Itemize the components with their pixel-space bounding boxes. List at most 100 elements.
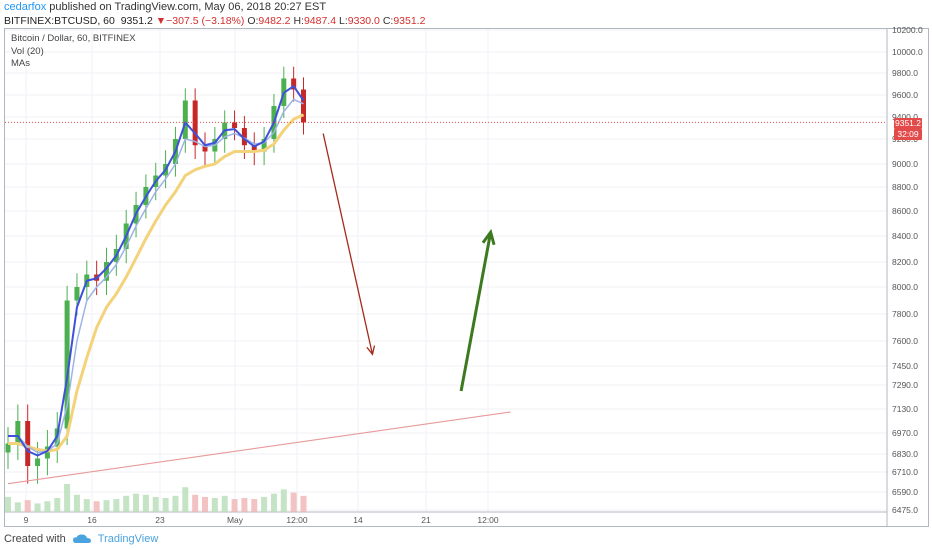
- legend-title: Bitcoin / Dollar, 60, BITFINEX: [11, 33, 136, 44]
- volume-bar: [142, 494, 149, 512]
- countdown-tag: 32:09: [894, 129, 922, 140]
- volume-bar: [221, 495, 228, 512]
- publish-info: published on TradingView.com, May 06, 20…: [46, 1, 327, 13]
- symbol-label: BITFINEX:BTCUSD, 60: [4, 15, 115, 27]
- arrow-down-head: [366, 345, 376, 356]
- high-label: H:: [293, 15, 304, 27]
- volume-bar: [123, 495, 130, 512]
- x-tick-label: 21: [421, 515, 431, 525]
- candle-body: [74, 287, 80, 301]
- volume-bar: [34, 503, 41, 512]
- volume-bar: [5, 496, 11, 512]
- y-tick-label: 6710.0: [892, 467, 918, 477]
- y-tick-label: 8000.0: [892, 282, 918, 292]
- y-tick-label: 8800.0: [892, 182, 918, 192]
- volume-bar: [44, 501, 51, 512]
- volume-bar: [24, 500, 31, 512]
- volume-bar: [202, 496, 208, 512]
- ohlc-header: BITFINEX:BTCUSD, 60 9351.2 ▼−307.5 (−3.1…: [4, 15, 425, 28]
- volume-bar: [182, 487, 189, 512]
- volume-bar: [152, 496, 159, 512]
- y-tick-label: 7450.0: [892, 361, 918, 371]
- y-tick-label: 9000.0: [892, 159, 918, 169]
- publish-header: cedarfox published on TradingView.com, M…: [4, 1, 326, 15]
- author-link[interactable]: cedarfox: [4, 1, 47, 13]
- candle-body: [64, 300, 70, 429]
- y-tick-label: 8400.0: [892, 231, 918, 241]
- chart-frame[interactable]: [4, 28, 929, 527]
- cloud-icon: [72, 534, 91, 543]
- volume-bar: [73, 494, 80, 512]
- candle-body: [5, 443, 11, 453]
- low-label: L:: [339, 15, 348, 27]
- x-tick-label: 12:00: [286, 515, 308, 525]
- volume-bar: [251, 499, 258, 512]
- volume-bar: [93, 501, 100, 512]
- volume-bar: [113, 499, 120, 512]
- arrow-up-head: [481, 228, 496, 246]
- ma-fast-line: [8, 85, 305, 457]
- last-price-tag: 9351.2: [894, 118, 922, 129]
- y-tick-label: 10000.0: [892, 47, 923, 57]
- candle-body: [192, 100, 198, 146]
- volume-bar: [270, 493, 277, 512]
- trend-line: [7, 411, 511, 485]
- x-tick-label: 9: [24, 515, 29, 525]
- footer: Created with TradingView: [4, 530, 158, 548]
- volume-bar: [241, 498, 248, 512]
- y-tick-label: 7800.0: [892, 309, 918, 319]
- candle-body: [35, 458, 41, 466]
- volume-bar: [231, 499, 238, 512]
- volume-bar: [300, 495, 307, 512]
- candle-body: [261, 139, 267, 152]
- candle-body: [15, 421, 21, 444]
- volume-bar: [211, 498, 218, 512]
- ma-slow-line: [8, 113, 305, 453]
- change-arrow-icon: ▼: [155, 15, 167, 27]
- candle-body: [44, 446, 50, 459]
- candle-body: [241, 128, 247, 146]
- y-tick-label: 6830.0: [892, 449, 918, 459]
- open-value: 9482.2: [258, 15, 291, 27]
- volume-bar: [14, 502, 21, 512]
- volume-bar: [261, 496, 268, 512]
- y-tick-label: 9600.0: [892, 90, 918, 100]
- y-tick-label: 7600.0: [892, 336, 918, 346]
- y-tick-label: 7130.0: [892, 404, 918, 414]
- change-value: −307.5 (−3.18%): [166, 15, 245, 27]
- close-label: C:: [382, 15, 394, 27]
- x-tick-label: May: [227, 515, 244, 525]
- y-tick-label: 8600.0: [892, 206, 918, 216]
- y-tick-label: 9400.0: [892, 112, 918, 122]
- y-tick-label: 10200.0: [892, 25, 923, 35]
- legend-volume: Vol (20): [11, 46, 44, 57]
- x-tick-label: 23: [155, 515, 165, 525]
- volume-bar: [54, 498, 61, 512]
- y-tick-label: 6970.0: [892, 428, 918, 438]
- volume-bar: [83, 499, 90, 512]
- arrow-down-line: [322, 133, 374, 355]
- candle-body: [182, 100, 188, 139]
- volume-bar: [172, 495, 179, 512]
- volume-bar: [280, 489, 287, 512]
- created-with-label: Created with: [4, 533, 66, 545]
- candle-body: [104, 262, 109, 281]
- candle-body: [232, 122, 238, 128]
- x-tick-label: 12:00: [477, 515, 499, 525]
- ma-mid-line: [8, 98, 304, 454]
- open-label: O:: [247, 15, 259, 27]
- candle-body: [251, 145, 257, 152]
- tradingview-brand[interactable]: TradingView: [97, 533, 159, 545]
- close-value: 9351.2: [393, 15, 426, 27]
- volume-bar: [162, 498, 169, 512]
- y-tick-label: 8200.0: [892, 257, 918, 267]
- high-value: 9487.4: [303, 15, 337, 27]
- y-tick-label: 6475.0: [892, 505, 918, 515]
- y-tick-label: 9800.0: [892, 68, 918, 78]
- volume-bar: [64, 484, 71, 512]
- candle-body: [301, 89, 306, 123]
- legend-mas: MAs: [11, 58, 30, 69]
- x-tick-label: 14: [353, 515, 363, 525]
- x-tick-label: 16: [87, 515, 97, 525]
